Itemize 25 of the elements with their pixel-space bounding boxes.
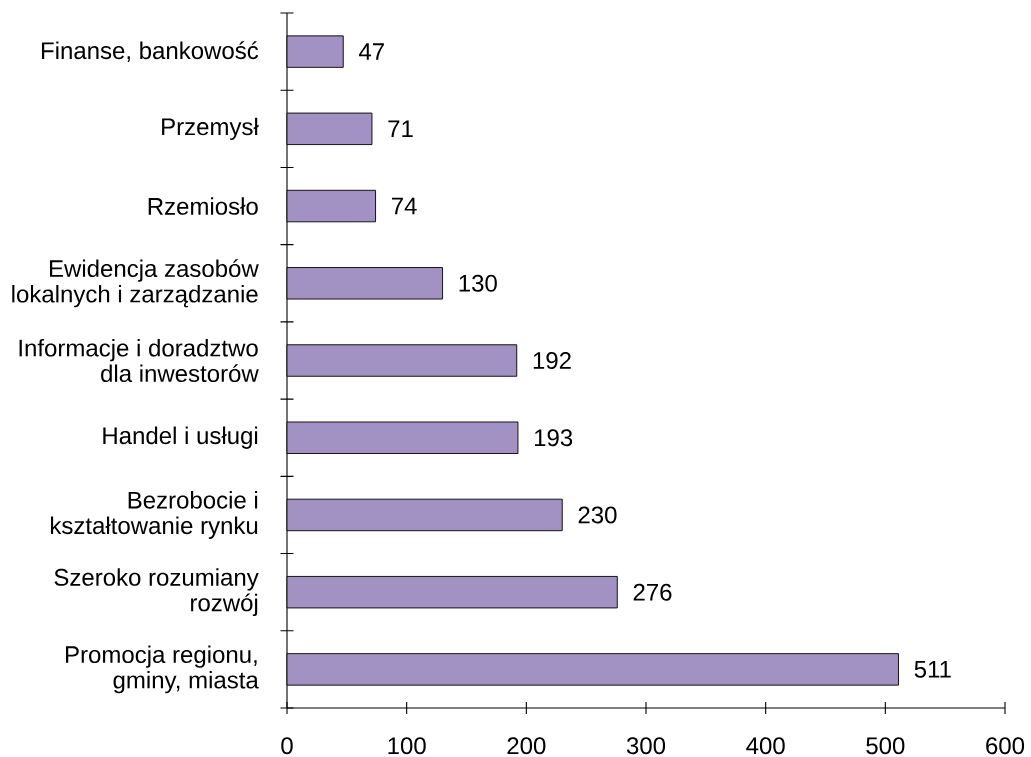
- x-tick-label: 500: [866, 737, 905, 755]
- x-tick-label: 0: [281, 737, 293, 755]
- data-label: 511: [914, 661, 951, 678]
- y-tick-label: Szeroko rozumiany rozwój: [54, 568, 259, 617]
- y-tick-label: Handel i usługi: [103, 426, 258, 449]
- y-tick-label: Bezrobocie i kształtowanie rynku: [51, 491, 258, 539]
- y-tick-label: Ewidencja zasobów lokalnych i zarządzanie: [12, 259, 259, 308]
- x-tick-label: 300: [626, 737, 666, 755]
- x-tick-label: 100: [388, 737, 426, 755]
- x-tick-label: 200: [507, 737, 546, 755]
- y-tick-label: Informacje i doradztwo dla inwestorów: [19, 338, 259, 383]
- y-tick-label: Promocja regionu, gminy, miasta: [66, 645, 259, 694]
- data-label: 192: [533, 352, 571, 369]
- y-tick-label: Finanse, bankowość: [41, 41, 259, 62]
- y-tick-label: Przemysł: [162, 117, 259, 141]
- data-label: 47: [358, 43, 384, 60]
- data-label: 193: [534, 429, 573, 447]
- data-label: 74: [391, 197, 417, 215]
- data-label: 71: [388, 120, 413, 138]
- data-label: 230: [578, 506, 617, 524]
- x-tick-label: 600: [986, 737, 1025, 755]
- y-tick-label: Rzemiosło: [148, 197, 258, 215]
- data-label: 130: [459, 274, 497, 292]
- data-label: 276: [633, 583, 672, 601]
- x-tick-label: 400: [746, 737, 785, 755]
